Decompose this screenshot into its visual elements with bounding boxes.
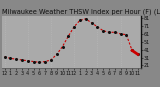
- Text: Milwaukee Weather THSW Index per Hour (F) (Last 24 Hours): Milwaukee Weather THSW Index per Hour (F…: [2, 9, 160, 15]
